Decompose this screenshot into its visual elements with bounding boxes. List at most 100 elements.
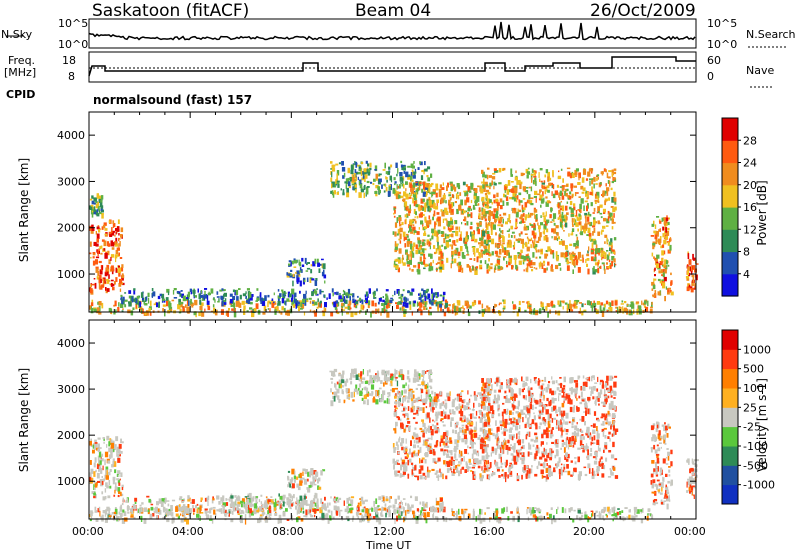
echo-cell	[220, 508, 223, 514]
echo-cell	[411, 188, 414, 194]
echo-cell	[393, 207, 396, 211]
echo-cell	[114, 300, 117, 307]
echo-cell	[506, 506, 508, 513]
echo-cell	[579, 307, 581, 313]
echo-cell	[269, 505, 271, 510]
echo-cell	[93, 241, 97, 246]
echo-cell	[230, 509, 232, 514]
echo-cell	[450, 198, 452, 201]
echo-cell	[547, 261, 550, 266]
echo-cell	[114, 489, 116, 494]
echo-cell	[153, 510, 156, 514]
echo-cell	[533, 170, 536, 172]
echo-cell	[377, 186, 380, 191]
echo-cell	[91, 200, 95, 205]
echo-cell	[327, 502, 329, 508]
echo-cell	[662, 244, 665, 248]
echo-cell	[212, 304, 215, 308]
echo-cell	[266, 514, 268, 519]
echo-cell	[456, 396, 459, 402]
echo-cell	[500, 240, 502, 246]
echo-cell	[417, 269, 421, 275]
echo-cell	[130, 310, 134, 316]
echo-cell	[486, 201, 489, 205]
echo-cell	[469, 190, 472, 193]
echo-cell	[94, 487, 96, 491]
x-tick-label: 00:00	[72, 525, 104, 538]
echo-cell	[415, 189, 419, 195]
echo-cell	[98, 447, 102, 449]
echo-cell	[89, 472, 92, 478]
echo-cell	[358, 378, 362, 382]
echo-cell	[612, 514, 616, 517]
echo-cell	[540, 222, 543, 226]
echo-cell	[178, 498, 182, 501]
echo-cell	[695, 274, 698, 281]
echo-cell	[619, 516, 624, 521]
echo-cell	[483, 178, 485, 185]
echo-cell	[256, 511, 259, 514]
echo-cell	[631, 303, 635, 309]
echo-cell	[99, 510, 101, 517]
echo-cell	[488, 210, 491, 216]
echo-cell	[504, 194, 507, 198]
echo-cell	[401, 410, 405, 412]
echo-cell	[392, 458, 395, 464]
echo-cell	[112, 444, 116, 451]
echo-cell	[336, 291, 339, 296]
echo-cell	[105, 268, 109, 272]
echo-cell	[546, 512, 549, 516]
echo-cell	[578, 221, 581, 225]
echo-cell	[569, 300, 571, 304]
echo-cell	[694, 285, 697, 289]
echo-cell	[431, 228, 435, 234]
echo-cell	[544, 189, 547, 195]
echo-cell	[244, 496, 248, 498]
echo-cell	[199, 505, 202, 511]
echo-cell	[120, 472, 123, 477]
echo-cell	[490, 221, 493, 228]
echo-cell	[336, 173, 338, 179]
echo-cell	[401, 446, 405, 451]
echo-cell	[382, 296, 384, 298]
echo-cell	[302, 471, 304, 476]
echo-cell	[432, 449, 435, 453]
echo-cell	[595, 248, 598, 255]
echo-cell	[356, 507, 358, 511]
echo-cell	[373, 507, 378, 512]
echo-cell	[594, 302, 597, 307]
echo-cell	[584, 212, 588, 216]
x-tick-label: 04:00	[172, 525, 204, 538]
echo-cell	[335, 383, 337, 390]
echo-cell	[432, 292, 436, 298]
echo-cell	[341, 311, 343, 316]
echo-cell	[331, 288, 334, 293]
echo-cell	[657, 278, 661, 282]
echo-cell	[161, 296, 164, 299]
echo-cell	[567, 198, 570, 200]
echo-cell	[424, 226, 428, 230]
echo-cell	[205, 497, 209, 502]
echo-cell	[418, 308, 422, 311]
echo-cell	[178, 504, 181, 507]
echo-cell	[546, 185, 550, 189]
echo-cell	[509, 241, 512, 248]
echo-cell	[89, 198, 93, 201]
echo-cell	[609, 302, 612, 308]
echo-cell	[415, 249, 419, 255]
echo-cell	[404, 214, 407, 218]
echo-cell	[319, 289, 322, 295]
echo-cell	[324, 294, 326, 299]
echo-cell	[338, 399, 341, 403]
echo-cell	[370, 384, 375, 390]
echo-cell	[98, 301, 102, 306]
echo-cell	[161, 498, 165, 503]
echo-cell	[338, 383, 342, 389]
echo-cell	[479, 417, 483, 423]
echo-cell	[650, 513, 652, 517]
echo-cell	[121, 503, 124, 506]
echo-cell	[416, 215, 419, 219]
echo-cell	[615, 512, 618, 519]
echo-cell	[410, 398, 414, 402]
echo-cell	[383, 500, 386, 503]
